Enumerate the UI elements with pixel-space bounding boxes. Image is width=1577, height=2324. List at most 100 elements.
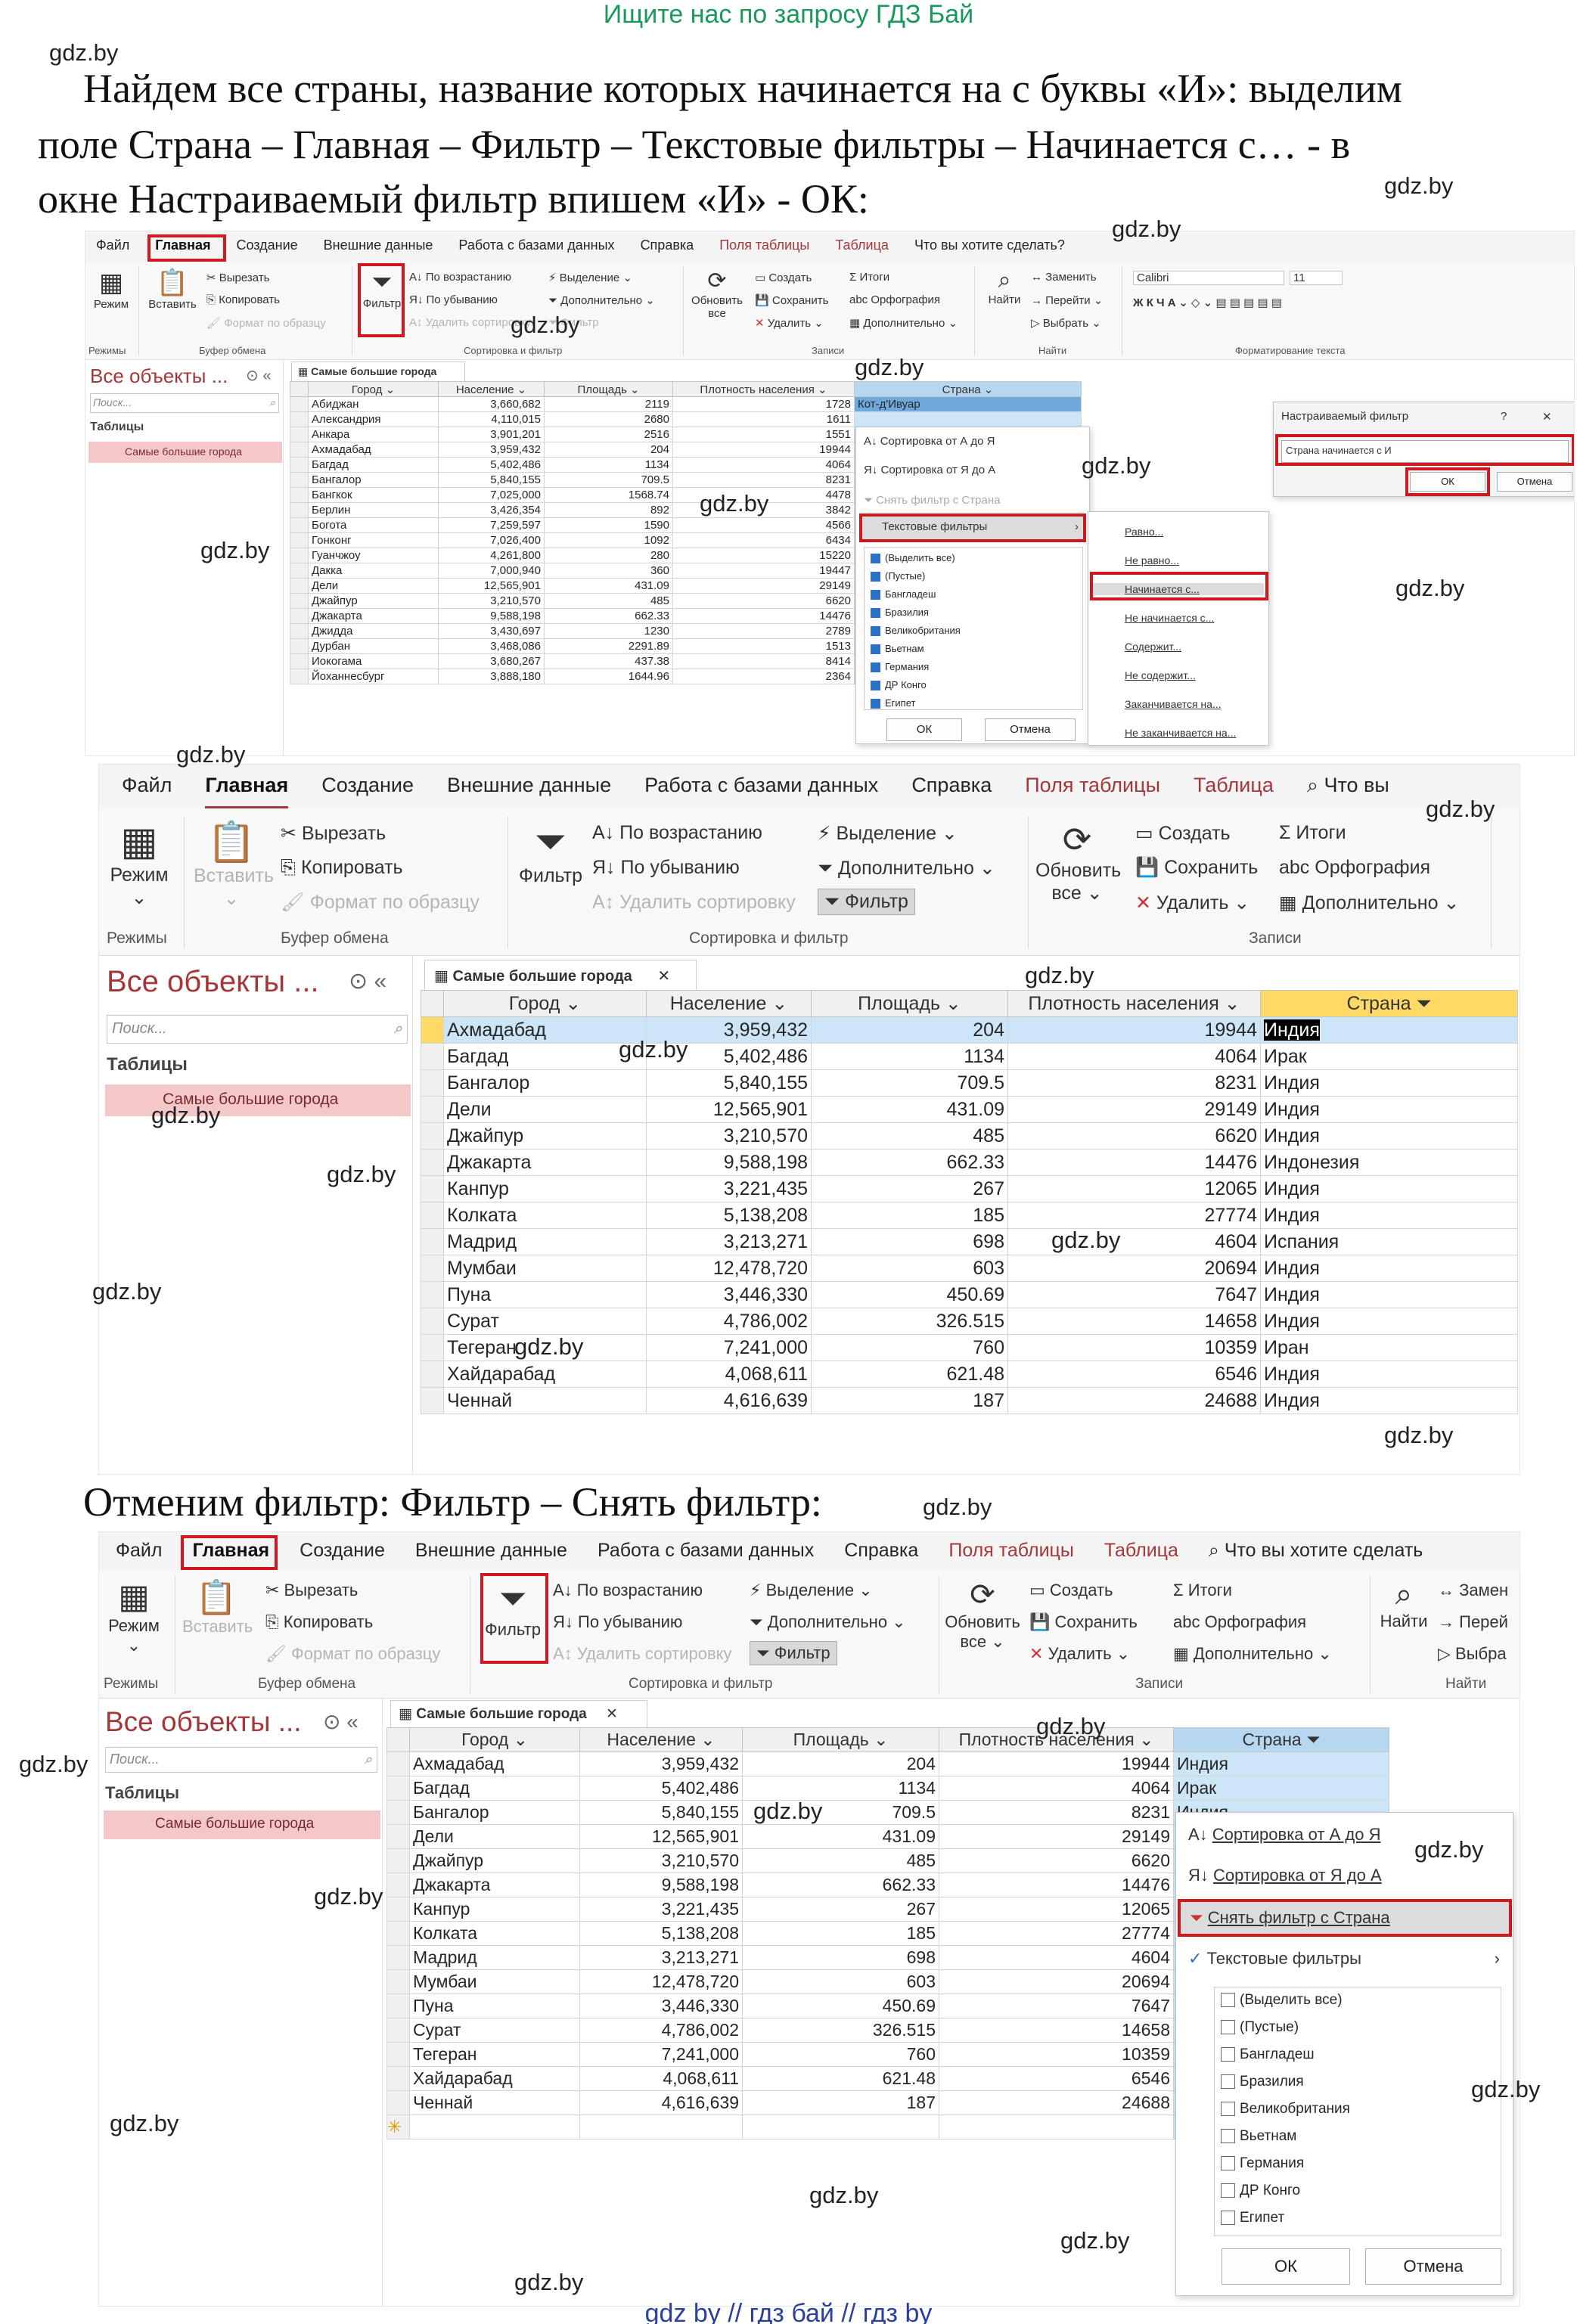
table-cell[interactable]: 12,565,901 [438,578,545,594]
table-cell[interactable]: 6546 [1007,1361,1261,1388]
menu-tell-me[interactable]: Что вы хотите сделать? [914,237,1065,253]
menu-table[interactable]: Таблица [1193,774,1274,796]
save-record-button[interactable]: 💾 Сохранить [755,294,829,307]
column-header[interactable]: Город ⌄ [308,381,439,397]
copy-button[interactable]: ⎘ Копировать [265,1612,374,1631]
nav-search-input[interactable]: Поиск... ⌕ [107,1015,408,1044]
menu-table[interactable]: Таблица [1104,1540,1178,1561]
table-cell[interactable]: 3,210,570 [438,593,545,609]
row-selector[interactable] [290,593,309,609]
table-cell[interactable] [854,411,1082,427]
table-cell[interactable]: 360 [544,563,673,579]
text-filter-option[interactable]: Равно... [1125,526,1164,538]
row-selector[interactable] [290,608,309,624]
refresh-all-button[interactable]: ⟳ Обновить все ⌄ [945,1578,1020,1651]
sort-asc-button[interactable]: A↓ По возрастанию [409,271,511,284]
checklist-item[interactable]: Египет [871,697,915,709]
toggle-filter-button[interactable]: ⏷ Фильтр [548,316,599,329]
table-cell[interactable]: 5,840,155 [579,1800,743,1825]
sort-desc-button[interactable]: Я↓ По убыванию [592,857,740,878]
row-selector[interactable] [290,517,309,533]
checkbox-icon[interactable] [871,572,880,582]
text-filter-option[interactable]: Заканчивается на... [1125,698,1222,710]
table-cell[interactable]: Мумбаи [443,1255,647,1282]
menu-database[interactable]: Работа с базами данных [597,1540,815,1561]
table-cell[interactable] [579,2115,743,2139]
table-tab[interactable]: ▦ Самые большие города ✕ [390,1700,647,1727]
table-cell[interactable]: Ахмадабад [308,442,439,458]
copy-button[interactable]: ⎘ Копировать [281,857,403,878]
row-selector[interactable] [290,638,309,654]
menu-tell-me[interactable]: ⌕ Что вы [1306,774,1389,796]
column-header[interactable]: Город ⌄ [443,990,647,1017]
checklist-item[interactable]: Великобритания [1221,2101,1350,2118]
table-cell[interactable]: 431.09 [811,1096,1008,1123]
format-painter-button[interactable]: 🖌 Формат по образцу [281,892,480,913]
menu-help[interactable]: Справка [844,1540,919,1561]
checkbox-icon[interactable] [871,681,880,691]
checklist-item[interactable]: (Пустые) [871,570,925,582]
clear-filter-item[interactable]: ⏷ Снять фильтр с Страна [864,494,1001,507]
delete-record-button[interactable]: ✕ Удалить ⌄ [1029,1644,1131,1663]
table-cell[interactable]: 3,221,435 [579,1897,743,1922]
row-selector[interactable] [421,1096,444,1123]
copy-button[interactable]: ⎘ Копировать [206,293,280,306]
table-cell[interactable]: 4,110,015 [438,411,545,427]
table-cell[interactable]: Хайдарабад [443,1361,647,1388]
table-cell[interactable]: 20694 [1007,1255,1261,1282]
toggle-filter-button[interactable]: ⏷ Фильтр [750,1641,837,1665]
table-cell[interactable]: 3,446,330 [579,1994,743,2018]
row-selector[interactable] [386,2018,410,2043]
table-cell[interactable]: 9,588,198 [579,1873,743,1897]
row-selector[interactable] [421,1122,444,1150]
nav-title[interactable]: Все объекты ... [90,365,228,387]
row-selector[interactable] [421,1387,444,1414]
filter-ok-button[interactable]: ОК [1222,2248,1350,2285]
more-records-button[interactable]: ▦ Дополнительно ⌄ [849,317,958,330]
row-selector[interactable] [290,548,309,563]
menu-external[interactable]: Внешние данные [323,237,433,253]
table-tab[interactable]: ▦ Самые большие города [291,361,465,381]
sort-desc-item[interactable]: Я↓ Сортировка от Я до А [864,464,996,476]
menu-fields[interactable]: Поля таблицы [948,1540,1074,1561]
menu-file[interactable]: Файл [116,1540,163,1561]
paste-button[interactable]: 📋 Вставить [182,1579,253,1636]
table-cell[interactable]: 4064 [672,457,855,473]
checkbox-icon[interactable] [1221,2156,1235,2171]
menu-external[interactable]: Внешние данные [414,1540,567,1561]
table-cell[interactable]: 709.5 [811,1069,1008,1097]
table-cell[interactable]: 19944 [939,1752,1174,1776]
table-cell[interactable]: Канпур [409,1897,580,1922]
nav-dropdown-icon[interactable]: ⊙ « [323,1710,359,1733]
table-cell[interactable]: 662.33 [742,1873,939,1897]
table-cell[interactable]: 185 [811,1202,1008,1229]
table-cell[interactable]: 4566 [672,517,855,533]
table-cell[interactable]: 12065 [1007,1175,1261,1202]
mode-button[interactable]: ▦ Режим ⌄ [108,1578,160,1655]
nav-title[interactable]: Все объекты ... [105,1706,302,1737]
table-tab[interactable]: ▦ Самые большие города ✕ [424,960,697,990]
table-cell[interactable]: 3,430,697 [438,623,545,639]
column-header[interactable]: Город ⌄ [409,1727,580,1752]
table-cell[interactable]: Иран [1260,1334,1518,1361]
row-selector[interactable] [386,1945,410,1970]
table-cell[interactable]: 1513 [672,638,855,654]
menu-help[interactable]: Справка [640,237,694,253]
menu-tell-me[interactable]: ⌕ Что вы хотите сделать [1208,1540,1423,1561]
row-selector[interactable] [290,457,309,473]
checkbox-icon[interactable] [871,554,880,564]
new-record-button[interactable]: ▭ Создать [1029,1581,1113,1599]
table-cell[interactable]: Индия [1260,1202,1518,1229]
table-cell[interactable]: Сурат [443,1308,647,1335]
checkbox-icon[interactable] [871,662,880,673]
column-header[interactable]: Страна ⏷ [1173,1727,1389,1752]
table-cell[interactable]: 3,959,432 [438,442,545,458]
table-cell[interactable]: 1551 [672,427,855,442]
dialog-cancel-button[interactable]: Отмена [1497,472,1572,492]
nav-search-input[interactable]: Поиск... ⌕ [90,393,279,413]
advanced-filter-button[interactable]: ⏷ Дополнительно ⌄ [750,1612,906,1631]
column-header[interactable]: Население ⌄ [579,1727,743,1752]
table-cell[interactable]: 1568.74 [544,487,673,503]
table-cell[interactable]: Пуна [443,1281,647,1308]
